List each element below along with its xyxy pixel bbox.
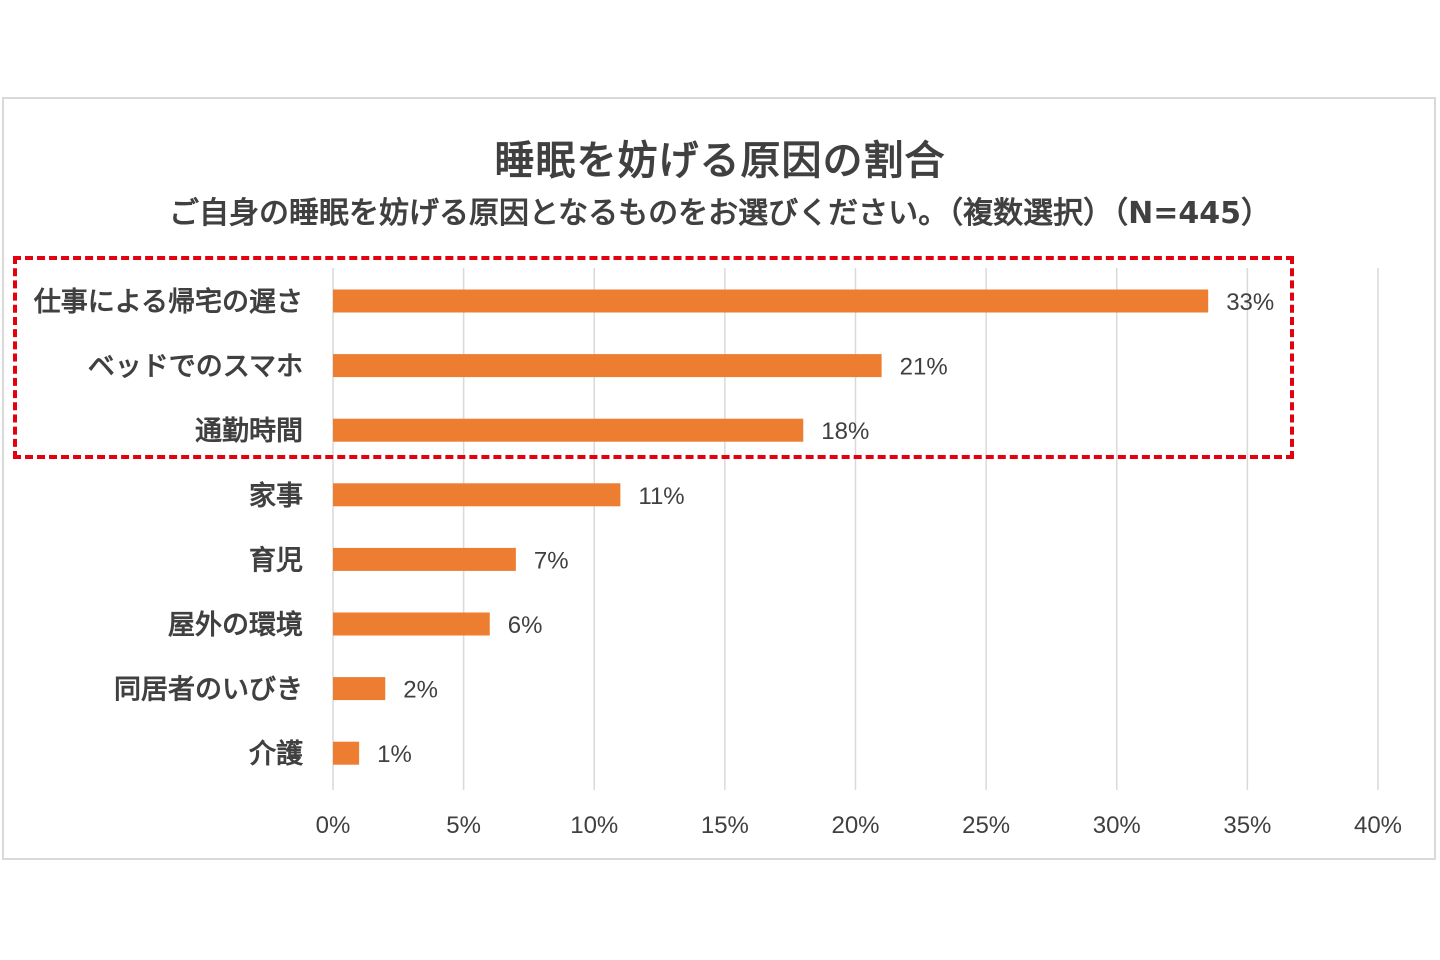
bar [333, 547, 516, 571]
x-tick-label: 25% [962, 812, 1010, 839]
data-label: 18% [821, 418, 869, 445]
category-label: 同居者のいびき [114, 675, 303, 706]
category-label: 通勤時間 [195, 416, 303, 447]
bar [333, 289, 1209, 313]
data-label: 1% [377, 741, 412, 768]
category-label: 屋外の環境 [168, 610, 303, 641]
data-label: 7% [534, 547, 569, 574]
bar [333, 354, 882, 378]
data-label: 21% [900, 354, 948, 381]
chart-frame [2, 97, 1436, 860]
x-tick-label: 40% [1354, 812, 1402, 839]
x-tick-label: 5% [446, 812, 481, 839]
data-label: 33% [1226, 289, 1274, 316]
x-tick-label: 10% [570, 812, 618, 839]
bar [333, 418, 804, 442]
x-tick-label: 20% [831, 812, 879, 839]
x-tick-label: 0% [316, 812, 351, 839]
category-label: 介護 [248, 738, 304, 770]
category-label: 仕事による帰宅の遅さ [33, 286, 303, 318]
data-label: 2% [403, 677, 438, 704]
bar [333, 741, 360, 765]
x-tick-label: 30% [1093, 812, 1141, 839]
data-label: 6% [508, 612, 543, 639]
category-label: 家事 [249, 480, 303, 512]
x-tick-label: 15% [701, 812, 749, 839]
chart-subtitle: ご自身の睡眠を妨げる原因となるものをお選びください。（複数選択）（N=445） [169, 196, 1271, 231]
category-label: 育児 [249, 544, 303, 576]
category-label: ベッドでのスマホ [88, 352, 303, 383]
bar [333, 677, 386, 701]
x-tick-label: 35% [1223, 812, 1271, 839]
bar [333, 483, 621, 507]
data-label: 11% [638, 483, 684, 510]
bar [333, 612, 490, 636]
chart-title: 睡眠を妨げる原因の割合 [494, 138, 946, 184]
